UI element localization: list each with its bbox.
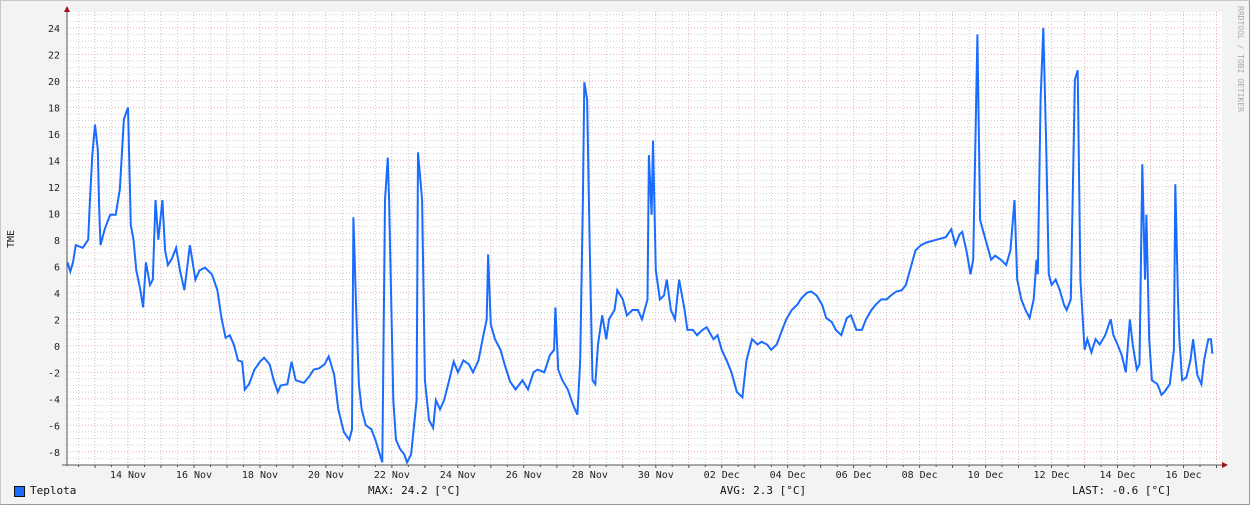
y-tick-label: 16 (48, 130, 60, 141)
x-tick-label: 02 Dec (704, 470, 740, 481)
y-tick-label: 10 (48, 209, 60, 220)
x-tick-label: 20 Nov (308, 470, 344, 481)
x-tick-label: 16 Dec (1165, 470, 1201, 481)
legend-last: LAST: -0.6 [°C] (1072, 484, 1172, 497)
y-axis-arrow-icon (64, 6, 70, 12)
x-tick-label: 28 Nov (572, 470, 608, 481)
y-tick-label: 14 (48, 156, 60, 167)
legend-series-label: Teplota (30, 484, 77, 497)
legend-avg: AVG: 2.3 [°C] (720, 484, 807, 497)
y-tick-label: 8 (54, 236, 60, 247)
series-line-teplota (66, 27, 1214, 465)
x-tick-label: 12 Dec (1034, 470, 1070, 481)
watermark: RRDTOOL / TOBI OETIKER (1236, 6, 1245, 112)
grid (67, 12, 1222, 468)
x-tick-label: 16 Nov (176, 470, 212, 481)
x-tick-label: 04 Dec (770, 470, 806, 481)
legend-max: MAX: 24.2 [°C] (368, 484, 461, 497)
x-tick-label: 22 Nov (374, 470, 410, 481)
x-tick-label: 18 Nov (242, 470, 278, 481)
x-axis-ticks: 14 Nov 16 Nov 18 Nov 20 Nov 22 Nov 24 Nov 26 N… (110, 470, 1202, 481)
y-tick-label: 4 (54, 289, 60, 300)
x-axis-arrow-icon (1222, 462, 1228, 468)
x-tick-label: 26 Nov (506, 470, 542, 481)
x-tick-label: 06 Dec (836, 470, 872, 481)
x-tick-label: 14 Dec (1099, 470, 1135, 481)
y-tick-label: 2 (54, 315, 60, 326)
y-tick-label: 12 (48, 183, 60, 194)
y-tick-label: 20 (48, 77, 60, 88)
x-tick-label: 10 Dec (968, 470, 1004, 481)
y-tick-label: -4 (48, 395, 60, 406)
y-tick-label: 24 (48, 24, 60, 35)
x-tick-label: 24 Nov (440, 470, 476, 481)
y-tick-label: 6 (54, 262, 60, 273)
y-tick-label: 18 (48, 103, 60, 114)
y-tick-label: 22 (48, 50, 60, 61)
x-tick-label: 14 Nov (110, 470, 146, 481)
y-tick-label: -2 (48, 368, 60, 379)
legend-swatch (14, 486, 25, 497)
y-tick-label: 0 (54, 342, 60, 353)
y-axis-label: TME (6, 230, 17, 248)
y-tick-label: -6 (48, 421, 60, 432)
x-tick-label: 08 Dec (902, 470, 938, 481)
y-tick-label: -8 (48, 448, 60, 459)
x-tick-label: 30 Nov (638, 470, 674, 481)
